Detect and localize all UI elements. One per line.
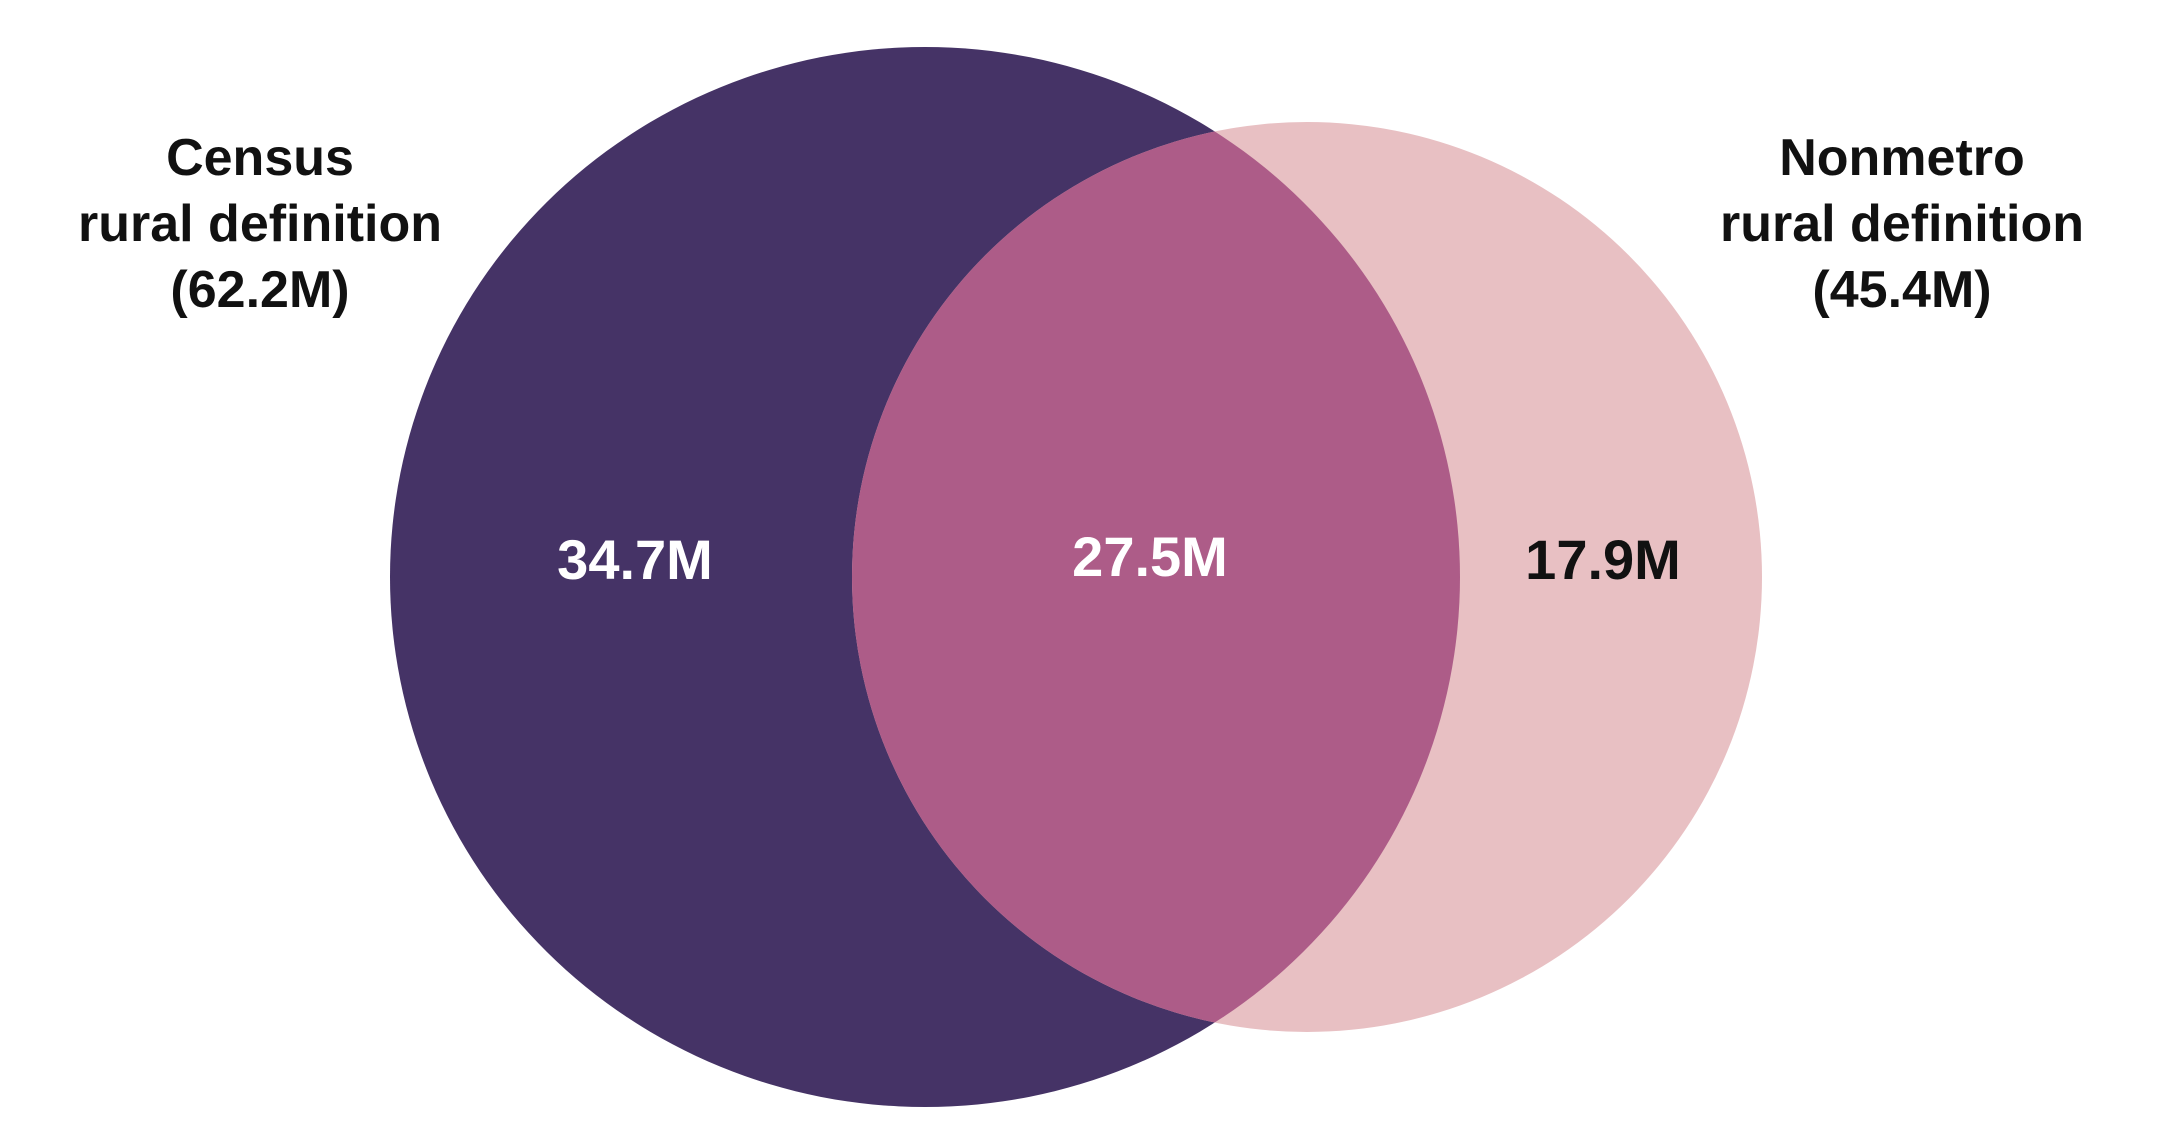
census-rural-title-line2: rural definition (78, 195, 442, 253)
nonmetro-rural-total: (45.4M) (1812, 261, 1992, 319)
census-rural-title-line1: Census (166, 129, 354, 187)
census-rural-label: Census rural definition (62.2M) (0, 125, 520, 323)
nonmetro-rural-title-line2: rural definition (1720, 195, 2084, 253)
overlap-value: 27.5M (1072, 525, 1228, 588)
overlap-region (852, 122, 1460, 1032)
nonmetro-rural-title-line1: Nonmetro (1779, 129, 2025, 187)
nonmetro-only-value: 17.9M (1525, 528, 1681, 591)
nonmetro-rural-label: Nonmetro rural definition (45.4M) (1642, 125, 2162, 323)
census-only-value: 34.7M (557, 528, 713, 591)
census-rural-total: (62.2M) (170, 261, 350, 319)
